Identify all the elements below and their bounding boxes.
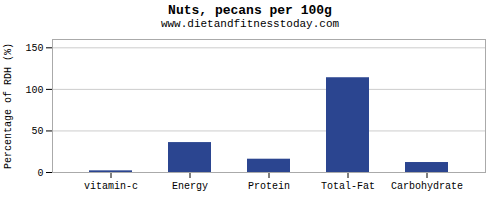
svg-text:vitamin-c: vitamin-c bbox=[84, 181, 138, 192]
svg-text:150: 150 bbox=[25, 43, 43, 54]
svg-text:Total-Fat: Total-Fat bbox=[321, 181, 375, 192]
svg-text:Protein: Protein bbox=[248, 181, 290, 192]
svg-text:Carbohydrate: Carbohydrate bbox=[391, 181, 463, 192]
svg-text:50: 50 bbox=[31, 126, 43, 137]
svg-text:Energy: Energy bbox=[172, 181, 208, 192]
svg-text:Percentage of RDH (%): Percentage of RDH (%) bbox=[3, 43, 14, 169]
html-text:www.dietandfitnesstoday.com: www.dietandfitnesstoday.com bbox=[160, 18, 340, 30]
svg-text:0: 0 bbox=[37, 168, 43, 179]
svg-text:100: 100 bbox=[25, 85, 43, 96]
html-text:Nuts, pecans per 100g: Nuts, pecans per 100g bbox=[168, 3, 332, 18]
